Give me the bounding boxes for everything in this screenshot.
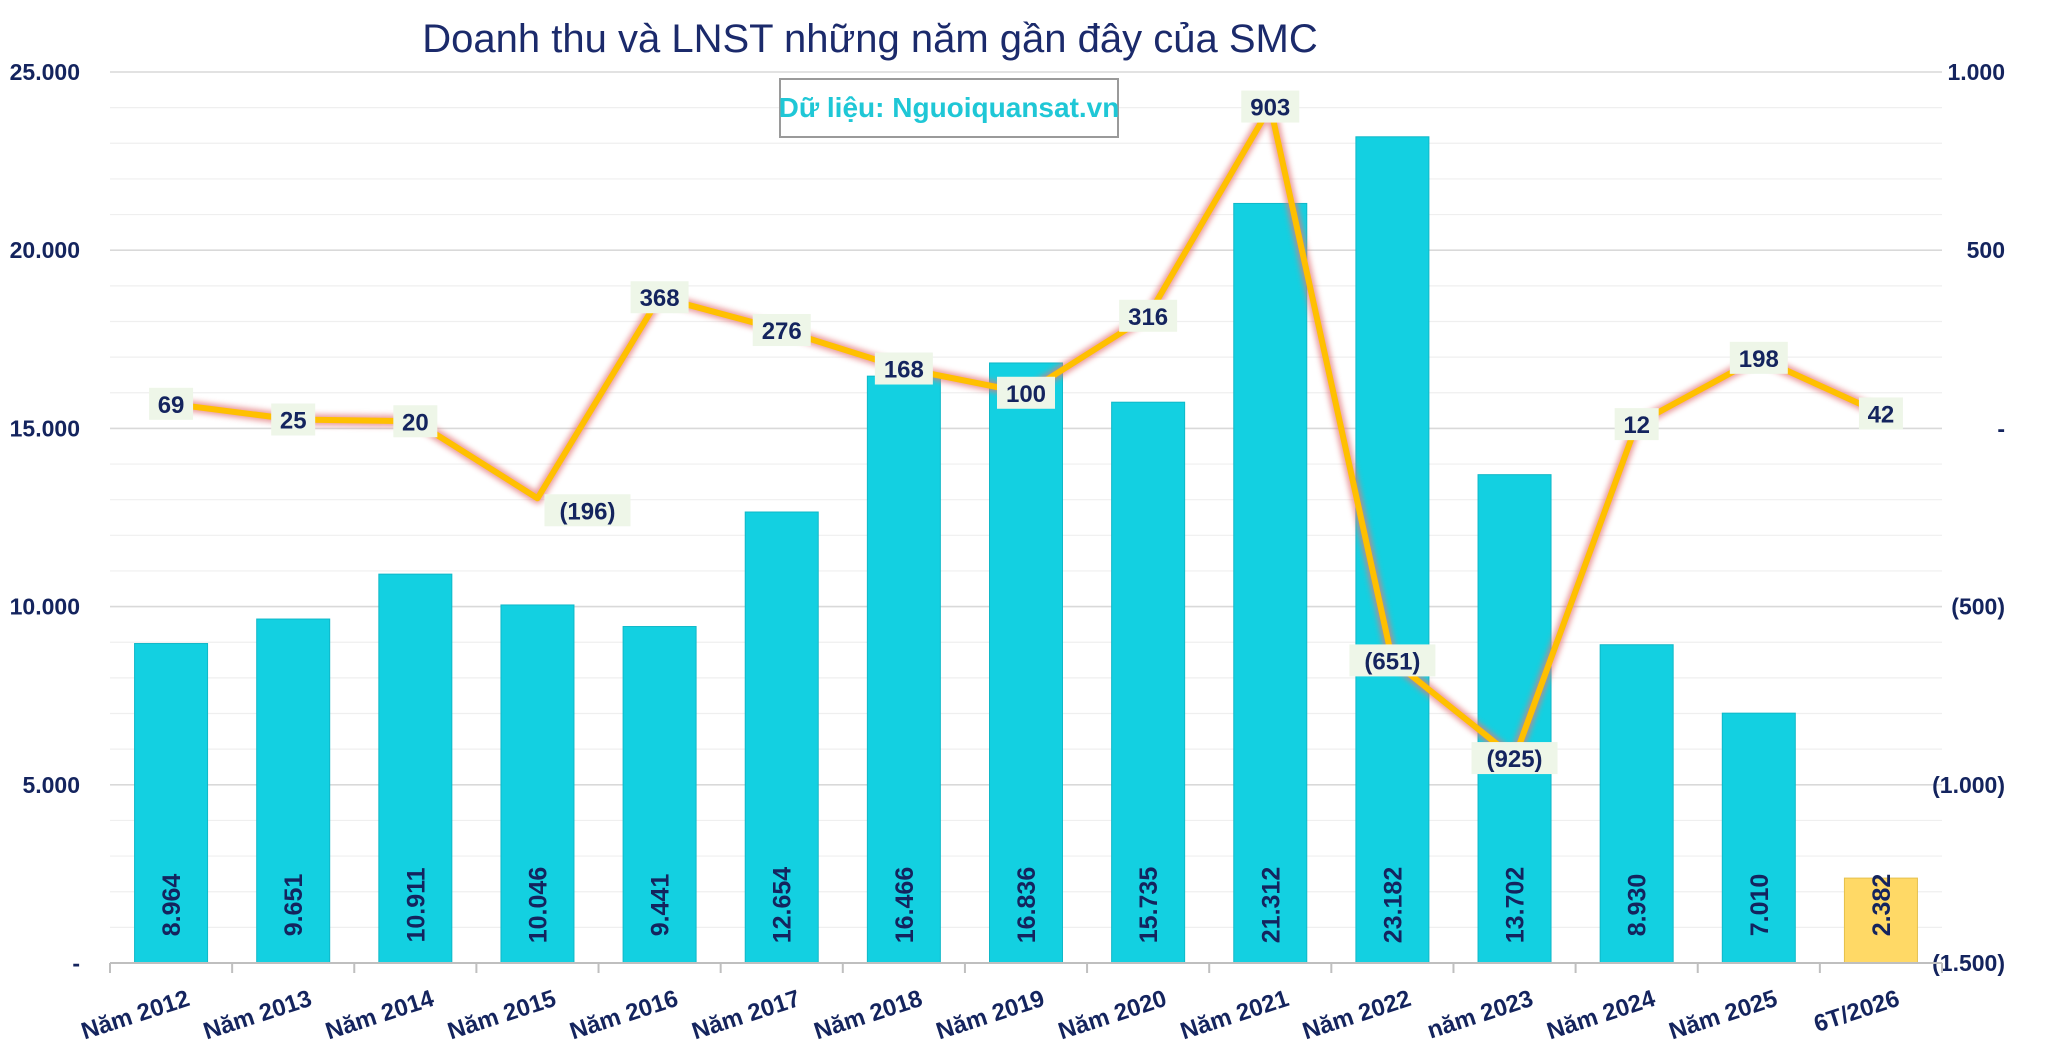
profit-point-label: 198 — [1739, 346, 1779, 373]
revenue-bar — [1721, 712, 1796, 964]
revenue-bar — [866, 375, 941, 964]
revenue-bar-label: 16.836 — [1013, 867, 1041, 943]
right-axis-tick-label: (1.500) — [1932, 950, 2005, 976]
revenue-bar — [1843, 877, 1918, 964]
x-axis-category-label: Năm 2012 — [78, 985, 193, 1045]
profit-label-background — [1471, 742, 1558, 775]
revenue-bar-label: 23.182 — [1379, 867, 1407, 943]
profit-label-background — [149, 387, 194, 420]
x-axis-category-label: Năm 2015 — [444, 985, 559, 1045]
left-axis-tick-label: 15.000 — [10, 415, 80, 441]
chart-title: Doanh thu và LNST những năm gần đây của … — [422, 17, 1317, 61]
left-axis-tick-label: 10.000 — [10, 594, 80, 620]
x-axis-category-label: Năm 2013 — [200, 985, 315, 1045]
revenue-bar-label: 10.046 — [524, 867, 552, 943]
right-axis-tick-label: (500) — [1951, 594, 2005, 620]
profit-point-label: 903 — [1250, 95, 1290, 122]
profit-point-label: 168 — [884, 357, 924, 384]
source-box: Dữ liệu: Nguoiquansat.vn — [779, 78, 1120, 138]
profit-label-background — [1614, 408, 1659, 441]
profit-point-label: 20 — [402, 409, 429, 436]
profit-label-background — [874, 352, 933, 385]
profit-label-background — [271, 403, 316, 436]
x-axis-category-label: Năm 2021 — [1177, 985, 1292, 1045]
x-axis-category-label: Năm 2016 — [567, 985, 682, 1045]
revenue-bar — [744, 511, 819, 964]
bars — [134, 136, 1918, 964]
profit-point-label: 368 — [640, 285, 680, 312]
right-axis-tick-label: (1.000) — [1932, 772, 2005, 798]
profit-label-background — [1349, 644, 1436, 677]
revenue-bar — [1477, 474, 1552, 964]
profit-point-label: 276 — [762, 318, 802, 345]
revenue-bar-label: 16.466 — [891, 867, 919, 943]
revenue-bar-label: 2.382 — [1868, 874, 1896, 937]
revenue-bar-label: 7.010 — [1746, 874, 1774, 937]
x-axis-category-label: Năm 2025 — [1666, 985, 1781, 1045]
x-axis-category-label: Năm 2014 — [322, 985, 438, 1046]
right-axis-tick-label: - — [1997, 415, 2005, 441]
revenue-bar-label: 21.312 — [1257, 867, 1285, 943]
revenue-bar-label: 13.702 — [1502, 867, 1530, 943]
right-axis-tick-label: 500 — [1967, 237, 2005, 263]
profit-label-background — [1858, 397, 1903, 430]
right-axis-tick-label: 1.000 — [1947, 59, 2005, 85]
profit-label-background — [1241, 90, 1300, 123]
x-axis-category-label: Năm 2017 — [689, 985, 804, 1045]
profit-label-background — [752, 314, 811, 347]
left-axis-tick-label: 5.000 — [22, 772, 80, 798]
profit-point-label: (196) — [559, 498, 615, 525]
profit-point-label: 100 — [1006, 381, 1046, 408]
data-labels: 8.964 9.651 10.911 10.046 9.441 12.654 16.466 1… — [149, 90, 1903, 944]
left-axis-tick-label: - — [72, 950, 80, 976]
profit-label-background — [630, 281, 689, 314]
revenue-bar — [1111, 401, 1186, 964]
profit-point-label: (925) — [1487, 746, 1543, 773]
x-axis-category-label: năm 2023 — [1424, 985, 1536, 1044]
left-axis-tick-label: 25.000 — [10, 59, 80, 85]
profit-point-label: 316 — [1128, 304, 1168, 331]
revenue-bar — [989, 362, 1063, 964]
x-axis-category-label: Năm 2019 — [933, 985, 1048, 1045]
profit-label-background — [997, 376, 1055, 409]
profit-point-label: 42 — [1868, 401, 1895, 428]
revenue-bar — [500, 604, 575, 964]
revenue-bar-label: 8.930 — [1624, 874, 1652, 937]
source-note: Dữ liệu: Nguoiquansat.vn — [779, 92, 1120, 123]
left-axis-tick-label: 20.000 — [10, 237, 80, 263]
revenue-bar — [134, 643, 209, 964]
profit-point-label: 69 — [158, 392, 185, 419]
x-axis-category-label: 6T/2026 — [1811, 985, 1903, 1038]
profit-point-label: 25 — [280, 407, 307, 434]
profit-label-background — [1119, 299, 1178, 332]
revenue-bar — [1233, 202, 1308, 964]
revenue-bar-label: 10.911 — [402, 867, 430, 942]
revenue-bar-label: 12.654 — [769, 867, 797, 944]
profit-point-label: (651) — [1364, 648, 1420, 675]
revenue-bar-label: 8.964 — [158, 874, 186, 937]
x-axis-category-label: Năm 2024 — [1544, 985, 1660, 1046]
revenue-bar — [622, 626, 697, 964]
x-axis-category-label: Năm 2018 — [811, 985, 926, 1045]
x-axis-category-label: Năm 2022 — [1299, 985, 1414, 1045]
revenue-bar-label: 15.735 — [1135, 867, 1163, 944]
x-axis-category-label: Năm 2020 — [1055, 985, 1170, 1045]
revenue-bar — [256, 618, 331, 964]
profit-label-background — [544, 494, 631, 527]
revenue-bar-label: 9.441 — [647, 874, 675, 937]
profit-label-background — [1729, 341, 1788, 374]
profit-point-label: 12 — [1623, 412, 1650, 439]
profit-label-background — [393, 405, 438, 438]
revenue-bar — [1599, 644, 1674, 964]
revenue-bar-label: 9.651 — [280, 874, 308, 937]
